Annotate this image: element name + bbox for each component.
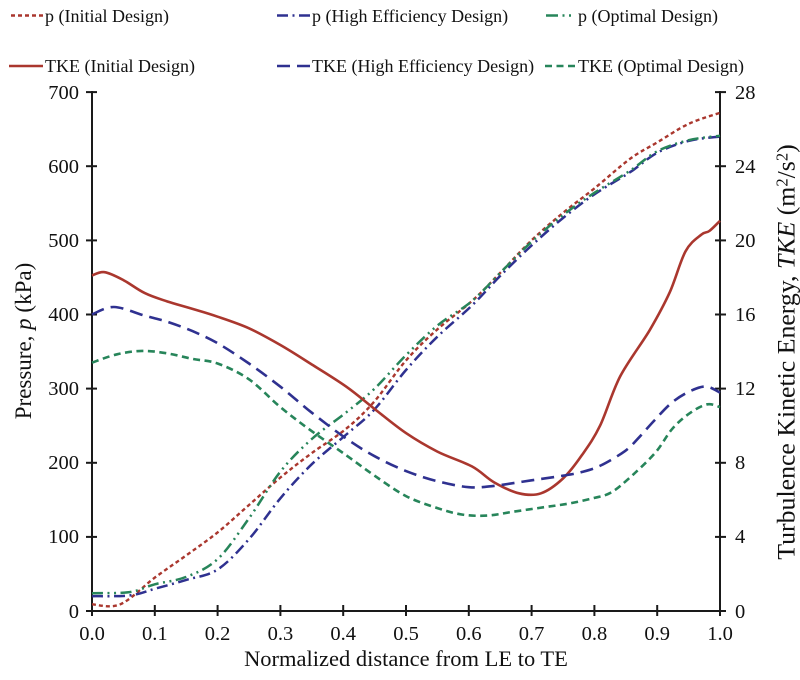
svg-text:p (High Efficiency Design): p (High Efficiency Design) bbox=[312, 6, 508, 27]
svg-text:0.4: 0.4 bbox=[330, 623, 356, 645]
svg-text:Pressure, p (kPa): Pressure, p (kPa) bbox=[11, 263, 36, 420]
svg-text:0.0: 0.0 bbox=[79, 623, 105, 645]
svg-text:0.1: 0.1 bbox=[142, 623, 168, 645]
svg-text:0.6: 0.6 bbox=[456, 623, 482, 645]
svg-text:Turbulence Kinetic Energy, TKE: Turbulence Kinetic Energy, TKE (m2/s2) bbox=[772, 144, 800, 559]
svg-text:16: 16 bbox=[735, 304, 756, 326]
svg-text:Normalized distance from LE to: Normalized distance from LE to TE bbox=[244, 646, 568, 671]
svg-text:20: 20 bbox=[735, 230, 756, 252]
svg-text:700: 700 bbox=[48, 82, 79, 104]
svg-text:400: 400 bbox=[48, 304, 79, 326]
svg-text:1.0: 1.0 bbox=[707, 623, 733, 645]
svg-text:200: 200 bbox=[48, 452, 79, 474]
svg-text:TKE (High Efficiency Design): TKE (High Efficiency Design) bbox=[312, 56, 534, 77]
svg-text:12: 12 bbox=[735, 378, 756, 400]
svg-text:0.7: 0.7 bbox=[519, 623, 545, 645]
svg-text:0: 0 bbox=[69, 601, 79, 623]
svg-text:8: 8 bbox=[735, 452, 745, 474]
svg-text:0.2: 0.2 bbox=[205, 623, 231, 645]
svg-text:0.8: 0.8 bbox=[582, 623, 608, 645]
svg-text:0: 0 bbox=[735, 601, 745, 623]
svg-text:0.5: 0.5 bbox=[393, 623, 419, 645]
svg-text:100: 100 bbox=[48, 526, 79, 548]
svg-text:500: 500 bbox=[48, 230, 79, 252]
svg-text:300: 300 bbox=[48, 378, 79, 400]
svg-text:TKE (Optimal Design): TKE (Optimal Design) bbox=[578, 56, 744, 77]
svg-text:p (Optimal Design): p (Optimal Design) bbox=[578, 6, 718, 27]
svg-text:24: 24 bbox=[735, 156, 756, 178]
svg-text:4: 4 bbox=[735, 526, 745, 548]
svg-text:0.3: 0.3 bbox=[268, 623, 294, 645]
svg-text:p (Initial Design): p (Initial Design) bbox=[45, 6, 169, 27]
svg-text:600: 600 bbox=[48, 156, 79, 178]
svg-text:TKE (Initial Design): TKE (Initial Design) bbox=[45, 56, 195, 77]
svg-text:0.9: 0.9 bbox=[644, 623, 670, 645]
svg-text:28: 28 bbox=[735, 82, 756, 104]
